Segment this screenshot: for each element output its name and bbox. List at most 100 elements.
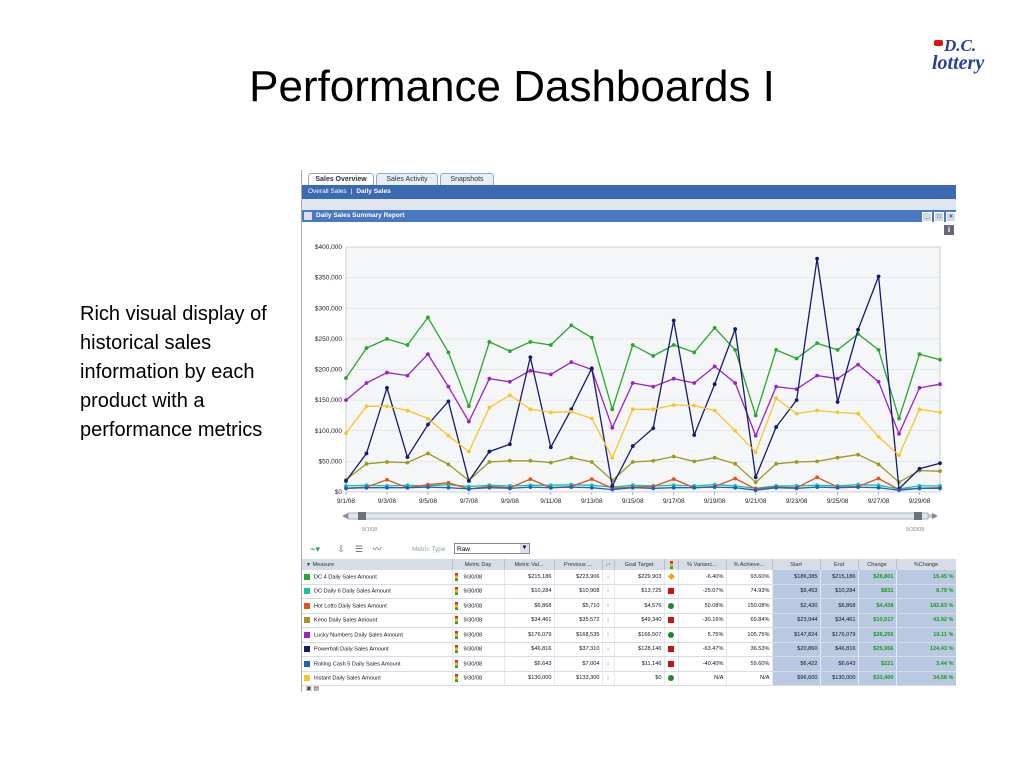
data-point[interactable]	[897, 431, 901, 436]
data-point[interactable]	[385, 477, 389, 482]
data-point[interactable]	[364, 451, 369, 456]
data-point[interactable]	[835, 455, 840, 460]
data-point[interactable]	[651, 354, 656, 358]
data-point[interactable]	[671, 485, 676, 490]
data-point[interactable]	[856, 411, 860, 416]
data-point[interactable]	[876, 476, 881, 481]
data-point[interactable]	[385, 460, 389, 464]
col-header-metric-value[interactable]: Metric Val...	[504, 559, 555, 570]
data-point[interactable]	[815, 341, 820, 346]
metric-type-select[interactable]: Raw ▼	[454, 543, 530, 554]
data-point[interactable]	[671, 376, 676, 381]
data-point[interactable]	[794, 411, 799, 416]
range-start-handle[interactable]	[358, 512, 366, 520]
data-point[interactable]	[426, 315, 430, 320]
data-point[interactable]	[589, 460, 594, 464]
range-slider-bar[interactable]	[347, 512, 929, 520]
measure-cell[interactable]: Instant Daily Sales Amount	[302, 671, 453, 686]
data-point[interactable]	[528, 458, 533, 463]
data-point[interactable]	[815, 475, 820, 480]
data-point[interactable]	[876, 379, 881, 384]
data-point[interactable]	[753, 488, 758, 493]
data-point[interactable]	[671, 477, 676, 482]
data-point[interactable]	[548, 460, 553, 465]
series-line[interactable]	[345, 394, 941, 460]
data-point[interactable]	[610, 407, 615, 412]
data-point[interactable]	[426, 352, 430, 357]
series-line[interactable]	[345, 484, 940, 490]
data-point[interactable]	[610, 487, 615, 492]
data-point[interactable]	[466, 479, 471, 483]
maximize-icon[interactable]: □	[934, 212, 944, 222]
data-point[interactable]	[405, 373, 410, 378]
chart-type-icon[interactable]: ⌁▾	[310, 544, 320, 554]
data-point[interactable]	[938, 410, 942, 415]
col-header-pct-change[interactable]: %Change	[896, 559, 956, 570]
data-point[interactable]	[774, 396, 779, 401]
data-point[interactable]	[507, 393, 512, 398]
series-line[interactable]	[345, 452, 941, 484]
measure-cell[interactable]: DC 4 Daily Sales Amount	[302, 570, 453, 585]
data-point[interactable]	[876, 274, 881, 279]
measure-cell[interactable]: Keno Daily Sales Amount	[302, 613, 453, 628]
data-point[interactable]	[528, 485, 533, 489]
col-header-previous[interactable]: Previous ...	[554, 559, 603, 570]
data-point[interactable]	[876, 434, 881, 439]
data-point[interactable]	[446, 433, 451, 438]
data-point[interactable]	[630, 407, 635, 412]
data-point[interactable]	[733, 461, 738, 466]
data-point[interactable]	[692, 403, 697, 408]
list-view-icon[interactable]: ☰	[354, 544, 364, 554]
data-point[interactable]	[466, 404, 471, 409]
close-icon[interactable]: ×	[946, 212, 956, 222]
data-point[interactable]	[487, 340, 492, 344]
data-point[interactable]	[364, 346, 369, 350]
minimize-icon[interactable]: _	[922, 212, 932, 222]
data-point[interactable]	[344, 431, 348, 436]
data-point[interactable]	[528, 355, 533, 360]
data-point[interactable]	[835, 348, 840, 352]
data-point[interactable]	[446, 485, 451, 490]
series-line[interactable]	[345, 353, 941, 438]
data-point[interactable]	[651, 426, 656, 431]
data-point[interactable]	[671, 343, 676, 347]
data-point[interactable]	[897, 488, 901, 493]
data-point[interactable]	[569, 485, 574, 489]
data-point[interactable]	[405, 408, 410, 413]
data-point[interactable]	[446, 350, 451, 355]
data-point[interactable]	[733, 476, 738, 481]
data-point[interactable]	[712, 455, 717, 460]
data-point[interactable]	[835, 400, 840, 404]
measure-cell[interactable]: Powerball Daily Sales Amount	[302, 642, 453, 657]
info-icon[interactable]: i	[944, 225, 954, 235]
data-point[interactable]	[385, 385, 389, 390]
trend-view-icon[interactable]: 〰	[372, 544, 382, 554]
measure-cell[interactable]: Lucky Numbers Daily Sales Amount	[302, 627, 453, 643]
col-header-metric-day[interactable]: Metric Day	[452, 559, 505, 570]
data-point[interactable]	[630, 485, 635, 490]
col-header-end[interactable]: End	[820, 559, 859, 570]
data-point[interactable]	[835, 376, 840, 381]
data-point[interactable]	[753, 413, 758, 418]
data-point[interactable]	[917, 466, 922, 471]
col-header-measure[interactable]: ▼ Measure	[302, 559, 453, 570]
data-point[interactable]	[794, 398, 799, 403]
data-point[interactable]	[630, 343, 635, 347]
series-line[interactable]	[345, 486, 940, 491]
data-point[interactable]	[446, 384, 451, 389]
data-point[interactable]	[569, 323, 574, 328]
data-point[interactable]	[938, 357, 942, 362]
data-point[interactable]	[856, 452, 860, 457]
data-point[interactable]	[733, 428, 738, 433]
data-point[interactable]	[548, 485, 553, 490]
data-point[interactable]	[712, 485, 717, 489]
data-point[interactable]	[815, 373, 820, 378]
data-point[interactable]	[364, 461, 369, 466]
data-point[interactable]	[938, 469, 942, 474]
data-point[interactable]	[569, 455, 574, 460]
data-point[interactable]	[548, 410, 553, 415]
col-header-change[interactable]: Change	[858, 559, 897, 570]
data-point[interactable]	[774, 348, 779, 352]
table-row[interactable]: Powerball Daily Sales Amount 9/30/08 $46,8…	[302, 642, 956, 657]
series-line[interactable]	[345, 316, 941, 421]
